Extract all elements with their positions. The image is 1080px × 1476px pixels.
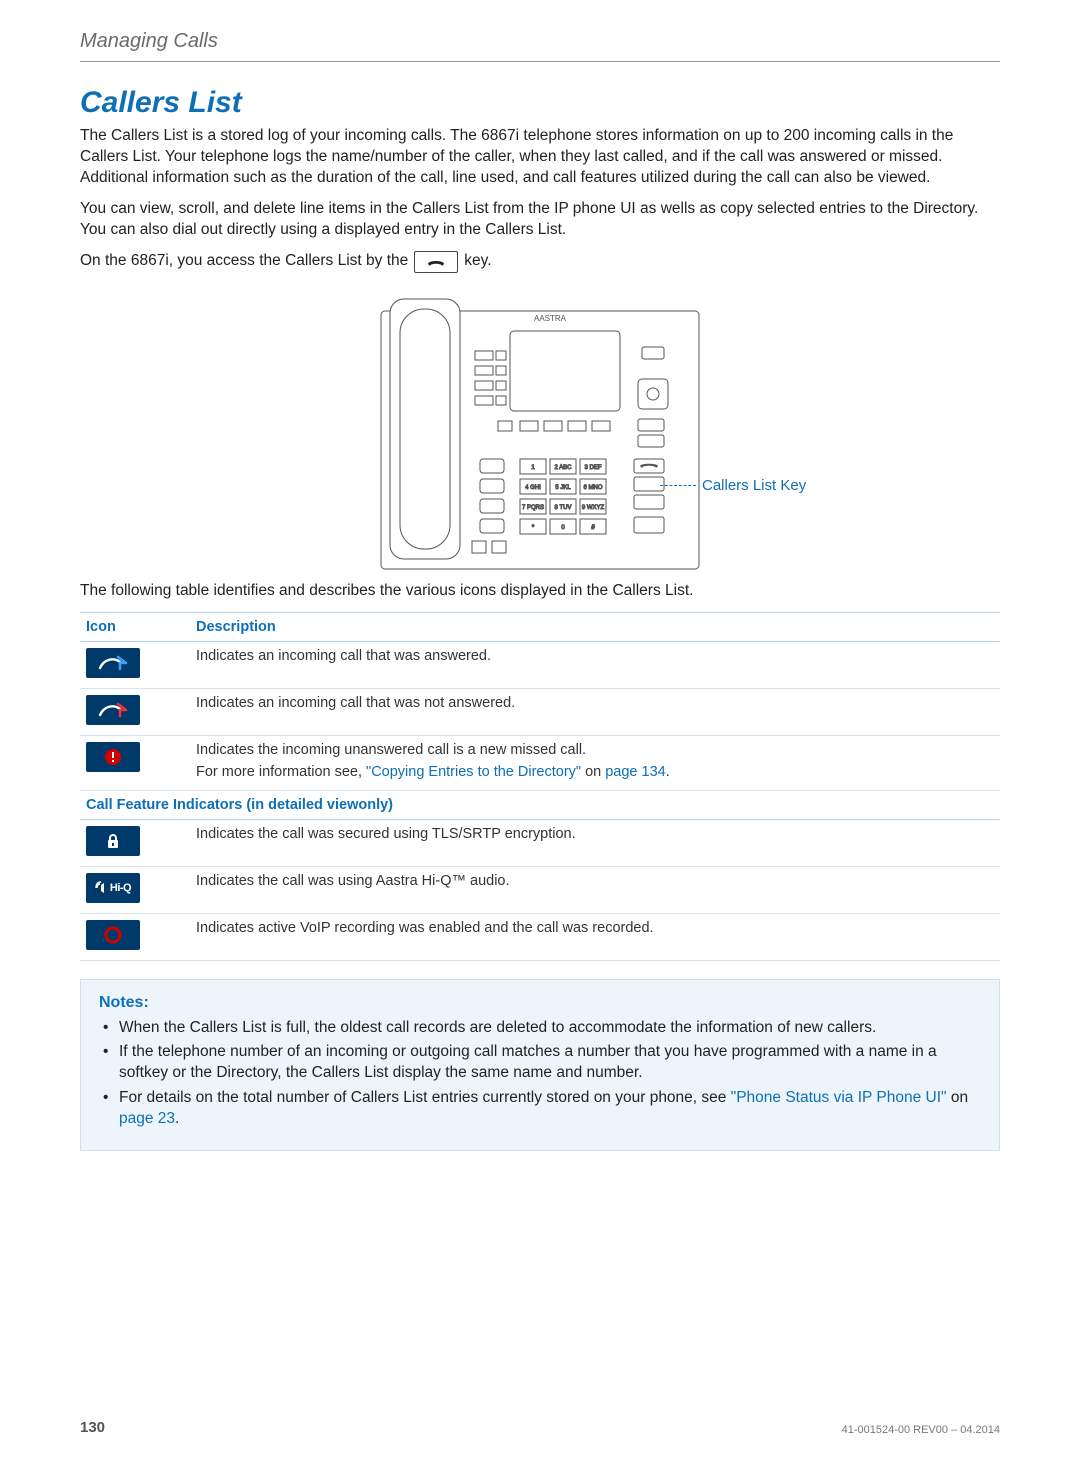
row-desc-text: Indicates the incoming unanswered call i…	[196, 742, 586, 758]
access-key-post: key.	[464, 251, 491, 272]
hiq-audio-icon: Hi-Q	[86, 873, 140, 903]
page-134-link[interactable]: page 134	[605, 764, 665, 780]
table-row: Indicates an incoming call that was answ…	[80, 641, 1000, 688]
recording-icon	[86, 920, 140, 950]
svg-text:AASTRA: AASTRA	[534, 314, 567, 323]
svg-text:8 TUV: 8 TUV	[555, 505, 572, 511]
note-item: When the Callers List is full, the oldes…	[103, 1018, 981, 1039]
col-description: Description	[190, 612, 1000, 641]
table-row: Indicates the incoming unanswered call i…	[80, 735, 1000, 790]
svg-text:6 MNO: 6 MNO	[583, 485, 602, 491]
copying-entries-link[interactable]: "Copying Entries to the Directory"	[366, 764, 581, 780]
svg-text:3 DEF: 3 DEF	[584, 465, 601, 471]
access-key-line: On the 6867i, you access the Callers Lis…	[80, 251, 1000, 273]
table-row: Hi-Q Indicates the call was using Aastra…	[80, 866, 1000, 913]
table-subheader: Call Feature Indicators (in detailed vie…	[80, 790, 1000, 819]
phone-diagram: AASTRA	[80, 291, 1000, 571]
svg-text:5 JKL: 5 JKL	[555, 485, 571, 491]
row-desc: Indicates the call was secured using TLS…	[190, 819, 1000, 866]
callout-label: Callers List Key	[702, 477, 806, 494]
phone-status-link[interactable]: "Phone Status via IP Phone UI"	[731, 1089, 947, 1106]
intro-paragraph-1: The Callers List is a stored log of your…	[80, 126, 1000, 189]
icon-description-table: Icon Description Indicates an incoming c…	[80, 612, 1000, 961]
page-number: 130	[80, 1419, 105, 1436]
note-pre: For details on the total number of Calle…	[119, 1089, 731, 1106]
table-row: Indicates the call was secured using TLS…	[80, 819, 1000, 866]
table-subheader-row: Call Feature Indicators (in detailed vie…	[80, 790, 1000, 819]
row-desc: Indicates an incoming call that was not …	[190, 688, 1000, 735]
note-post: .	[175, 1110, 179, 1127]
new-missed-call-icon	[86, 742, 140, 772]
running-header: Managing Calls	[80, 30, 1000, 62]
row-desc: Indicates active VoIP recording was enab…	[190, 913, 1000, 960]
extra-post: .	[666, 764, 670, 780]
unanswered-incoming-icon	[86, 695, 140, 725]
note-item: If the telephone number of an incoming o…	[103, 1042, 981, 1084]
extra-pre: For more information see,	[196, 764, 366, 780]
row-desc: Indicates the incoming unanswered call i…	[190, 735, 1000, 790]
answered-incoming-icon	[86, 648, 140, 678]
svg-text:2 ABC: 2 ABC	[554, 465, 572, 471]
lock-icon	[86, 826, 140, 856]
page-footer: 130 41-001524-00 REV00 – 04.2014	[80, 1411, 1000, 1436]
notes-title: Notes:	[99, 994, 981, 1012]
table-row: Indicates an incoming call that was not …	[80, 688, 1000, 735]
col-icon: Icon	[80, 612, 190, 641]
svg-text:7 PQRS: 7 PQRS	[522, 505, 544, 511]
svg-text:9 WXYZ: 9 WXYZ	[582, 505, 605, 511]
doc-revision: 41-001524-00 REV00 – 04.2014	[842, 1424, 1000, 1436]
page-23-link[interactable]: page 23	[119, 1110, 175, 1127]
row-desc: Indicates an incoming call that was answ…	[190, 641, 1000, 688]
access-key-pre: On the 6867i, you access the Callers Lis…	[80, 251, 408, 272]
table-row: Indicates active VoIP recording was enab…	[80, 913, 1000, 960]
table-intro: The following table identifies and descr…	[80, 581, 1000, 602]
row-desc: Indicates the call was using Aastra Hi-Q…	[190, 866, 1000, 913]
section-title: Callers List	[80, 86, 1000, 120]
phone-illustration: AASTRA	[380, 291, 700, 571]
extra-mid: on	[581, 764, 605, 780]
note-mid: on	[947, 1089, 969, 1106]
callers-list-key-icon	[414, 251, 458, 273]
notes-box: Notes: When the Callers List is full, th…	[80, 979, 1000, 1152]
svg-text:4 GHI: 4 GHI	[525, 485, 541, 491]
callers-list-key-callout: Callers List Key	[660, 477, 806, 494]
note-item: For details on the total number of Calle…	[103, 1088, 981, 1130]
intro-paragraph-2: You can view, scroll, and delete line it…	[80, 199, 1000, 241]
